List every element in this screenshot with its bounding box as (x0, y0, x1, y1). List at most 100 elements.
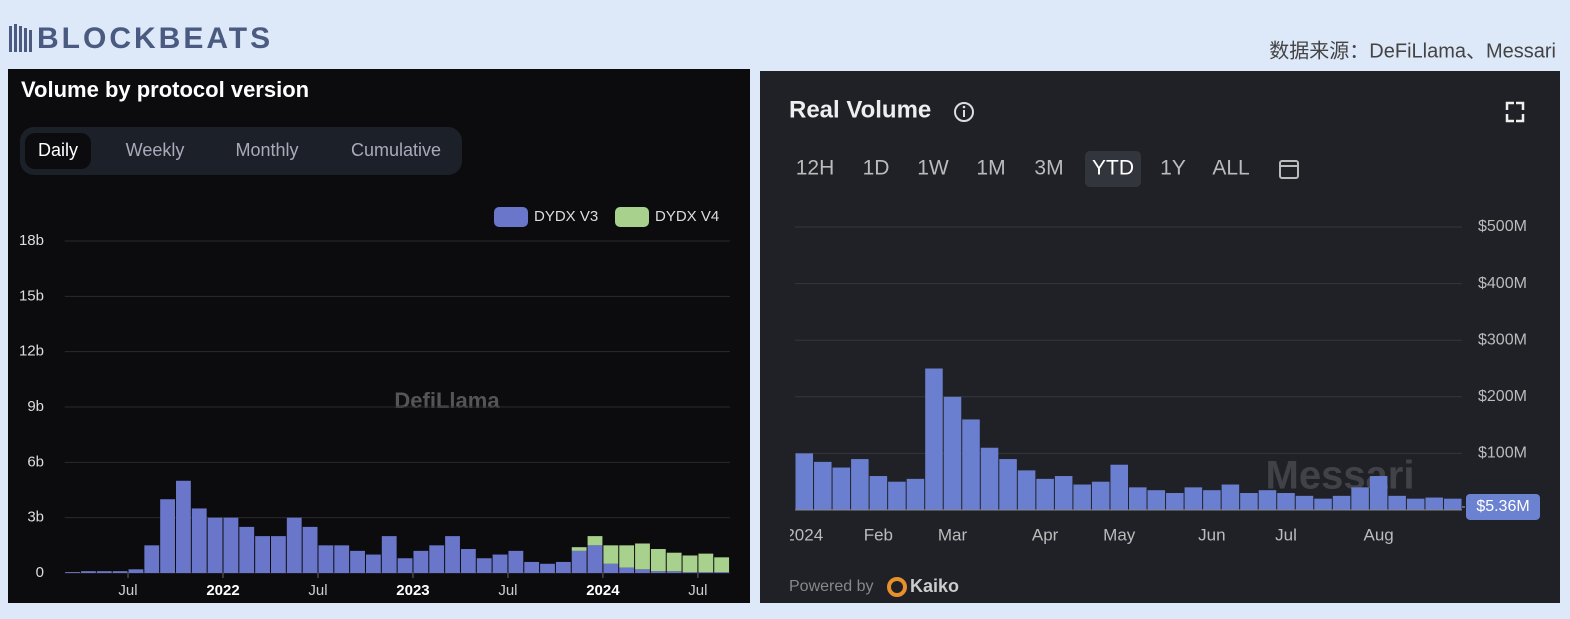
last-value-box (1466, 493, 1540, 520)
bar (524, 561, 540, 573)
x-tick-label: 2024 (785, 525, 823, 544)
info-icon[interactable] (954, 102, 974, 122)
x-tick-label: Aug (1364, 525, 1394, 544)
right-panel (760, 71, 1560, 603)
watermark: Messari (1266, 454, 1415, 498)
range-button[interactable]: YTD (1092, 157, 1134, 180)
y-tick-label: 15b (19, 287, 44, 304)
bar (555, 561, 571, 573)
bar (962, 419, 980, 510)
bar (445, 536, 460, 573)
range-selected[interactable] (1085, 151, 1141, 187)
bar (1351, 487, 1369, 510)
bar (255, 536, 270, 573)
bar (587, 545, 603, 573)
bar (999, 459, 1017, 510)
footer: Powered by (789, 578, 874, 595)
bar (814, 461, 832, 510)
range-button[interactable]: 1D (863, 157, 890, 180)
bar (413, 550, 429, 573)
y-tick-label: 12b (19, 343, 44, 360)
bar (698, 553, 714, 573)
bar (1388, 495, 1406, 510)
bar (682, 572, 698, 573)
x-tick-label: 2024 (586, 582, 620, 599)
tab-bar (20, 127, 462, 175)
bar (1017, 470, 1036, 510)
bar (832, 467, 851, 510)
range-button[interactable]: 1M (976, 157, 1005, 180)
bar (1332, 495, 1351, 510)
bar (191, 508, 207, 573)
bar (698, 572, 714, 573)
plot-area: 2024 Feb Mar Apr May Jun Jul Aug (785, 368, 1462, 544)
bar (1277, 493, 1295, 510)
bar (795, 453, 814, 510)
bar (603, 545, 619, 564)
bar (1295, 495, 1314, 510)
x-tick-label: Apr (1032, 525, 1059, 544)
last-value-label: $5.36M (1476, 498, 1529, 515)
provider-icon (887, 577, 907, 597)
x-tick-label: Jul (118, 582, 137, 599)
legend-swatch (615, 207, 649, 227)
tab[interactable]: Cumulative (351, 140, 441, 160)
bar (906, 478, 925, 510)
bar (571, 547, 587, 551)
calendar-icon[interactable] (1279, 160, 1299, 179)
x-tick-label: Mar (938, 525, 968, 544)
bar (587, 536, 603, 546)
tab[interactable]: Monthly (235, 140, 298, 160)
y-tick-label: 6b (27, 453, 44, 470)
bar (666, 571, 682, 573)
range-button[interactable]: 1Y (1160, 157, 1186, 180)
bar (635, 543, 650, 570)
bar (980, 447, 999, 510)
bar (869, 476, 888, 510)
bar (650, 571, 666, 573)
y-tick-label: 3b (27, 509, 44, 526)
bar (286, 517, 302, 573)
bar (1110, 464, 1128, 510)
x-tick-label: Jul (1275, 525, 1297, 544)
y-tick-label: 0 (36, 564, 44, 581)
bar (81, 571, 96, 573)
bar (207, 517, 223, 573)
bar (350, 550, 365, 573)
y-tick-label: $400M (1478, 275, 1527, 292)
y-tick-label: $100M (1478, 445, 1527, 462)
bar (397, 558, 413, 573)
y-tick-label: 9b (27, 398, 44, 415)
x-tick-label: Jul (498, 582, 517, 599)
range-button[interactable]: 3M (1034, 157, 1063, 180)
tab[interactable]: Weekly (126, 140, 185, 160)
bar (144, 545, 160, 573)
x-tick-label: Jul (308, 582, 327, 599)
bar (1258, 490, 1277, 510)
bar (1036, 478, 1054, 510)
bar (223, 517, 239, 573)
range-button[interactable]: 1W (917, 157, 949, 180)
bar (925, 368, 943, 510)
bar (1129, 487, 1147, 510)
tab-selected[interactable] (25, 133, 91, 169)
bar (603, 563, 619, 573)
bar (334, 545, 350, 573)
x-tick-label: Jun (1198, 525, 1225, 544)
y-tick-label: $300M (1478, 331, 1527, 348)
x-tick-label: 2022 (206, 582, 239, 599)
range-button[interactable]: 12H (796, 157, 835, 180)
bar (714, 557, 730, 573)
y-tick-label: $500M (1478, 218, 1527, 235)
legend-label: DYDX V4 (655, 208, 719, 225)
bar (476, 558, 492, 573)
bar (318, 545, 334, 573)
legend-swatch (494, 207, 528, 227)
chart-title: Volume by protocol version (21, 77, 309, 102)
fullscreen-icon[interactable] (1505, 101, 1525, 123)
tab[interactable]: Daily (38, 140, 78, 160)
x-tick-label: May (1103, 525, 1136, 544)
range-button[interactable]: ALL (1212, 157, 1249, 180)
bar (650, 549, 666, 572)
